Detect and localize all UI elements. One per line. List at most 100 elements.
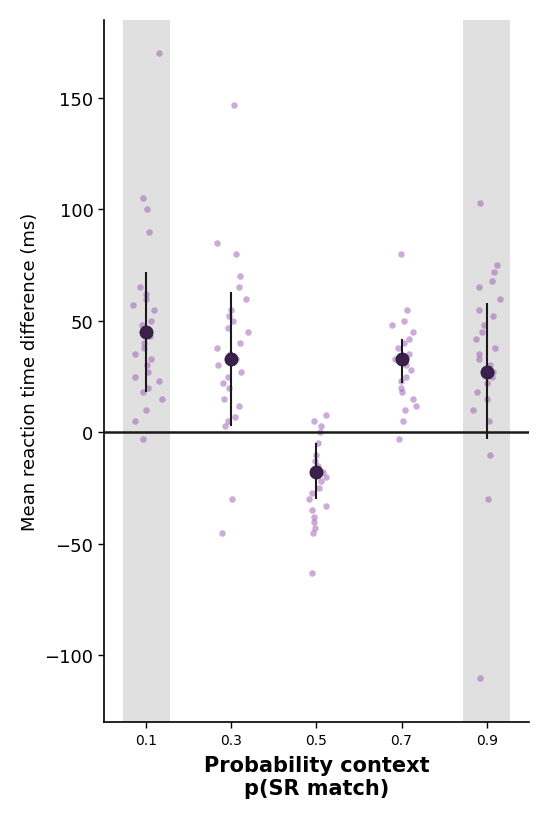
Point [139,433,147,446]
Point [139,192,147,206]
Point [213,342,222,355]
Point [157,393,166,406]
Point [391,353,400,366]
Point [311,455,320,468]
Point [146,315,155,328]
Point [397,375,405,388]
Point [475,353,484,366]
Point [486,449,494,462]
Point [402,304,411,317]
Point [136,282,145,295]
Point [397,353,406,366]
Point [229,99,238,112]
Y-axis label: Mean reaction time difference (ms): Mean reaction time difference (ms) [21,213,39,531]
Point [405,333,414,346]
Point [308,505,317,518]
Point [218,527,227,540]
Point [490,266,498,279]
Point [310,515,318,528]
Point [475,348,484,361]
Point [231,353,240,366]
Point [308,567,317,580]
Point [224,415,233,428]
Point [492,260,501,273]
Point [322,409,331,422]
Point [244,326,252,339]
Point [225,382,234,395]
Point [488,366,497,379]
Point [310,511,319,524]
Point [496,292,505,305]
Point [486,360,494,373]
Point [141,404,150,417]
Point [141,326,150,339]
Point [227,353,236,366]
Point [224,322,233,335]
Point [228,493,237,506]
Point [394,342,403,355]
Point [143,360,152,373]
Point [404,348,413,361]
Point [411,400,420,413]
Point [308,486,317,500]
Point [219,393,228,406]
Point [387,319,396,333]
Point [130,370,139,383]
Point [235,400,244,413]
Point [400,404,409,417]
Point [236,270,245,283]
Point [321,500,330,513]
Point [241,292,250,305]
Point [155,375,163,388]
Point [397,382,406,395]
X-axis label: Probability context
p(SR match): Probability context p(SR match) [204,755,430,799]
Point [304,493,313,506]
Point [399,415,408,428]
Point [485,415,493,428]
Point [131,348,140,361]
Point [312,466,321,479]
Point [146,353,155,366]
Point [219,378,228,391]
Point [468,404,477,417]
Point [142,326,151,339]
Point [315,482,324,495]
Point [226,348,235,361]
Point [140,337,148,351]
Point [226,304,235,317]
Point [316,475,325,488]
Point [232,248,240,261]
Point [312,449,321,462]
Point [478,326,487,339]
Point [142,288,151,301]
Point [235,282,244,295]
Point [137,319,146,333]
Point [237,366,246,379]
Point [310,522,319,535]
Point [315,426,324,439]
Point [142,292,151,305]
Point [488,370,497,383]
Point [402,360,410,373]
Point [143,382,152,395]
Point [223,370,232,383]
Point [317,419,326,432]
Point [483,378,492,391]
Point [131,415,140,428]
Point [487,275,496,288]
Point [476,672,485,685]
Point [213,360,222,373]
Point [480,319,489,333]
Point [314,459,323,473]
Point [483,393,492,406]
Point [236,337,245,351]
Point [140,342,149,355]
Point [482,366,491,379]
Point [308,527,317,540]
Point [144,366,153,379]
Point [318,466,327,479]
Point [409,326,417,339]
Point [321,471,330,484]
Point [491,342,499,355]
Point [139,387,148,400]
